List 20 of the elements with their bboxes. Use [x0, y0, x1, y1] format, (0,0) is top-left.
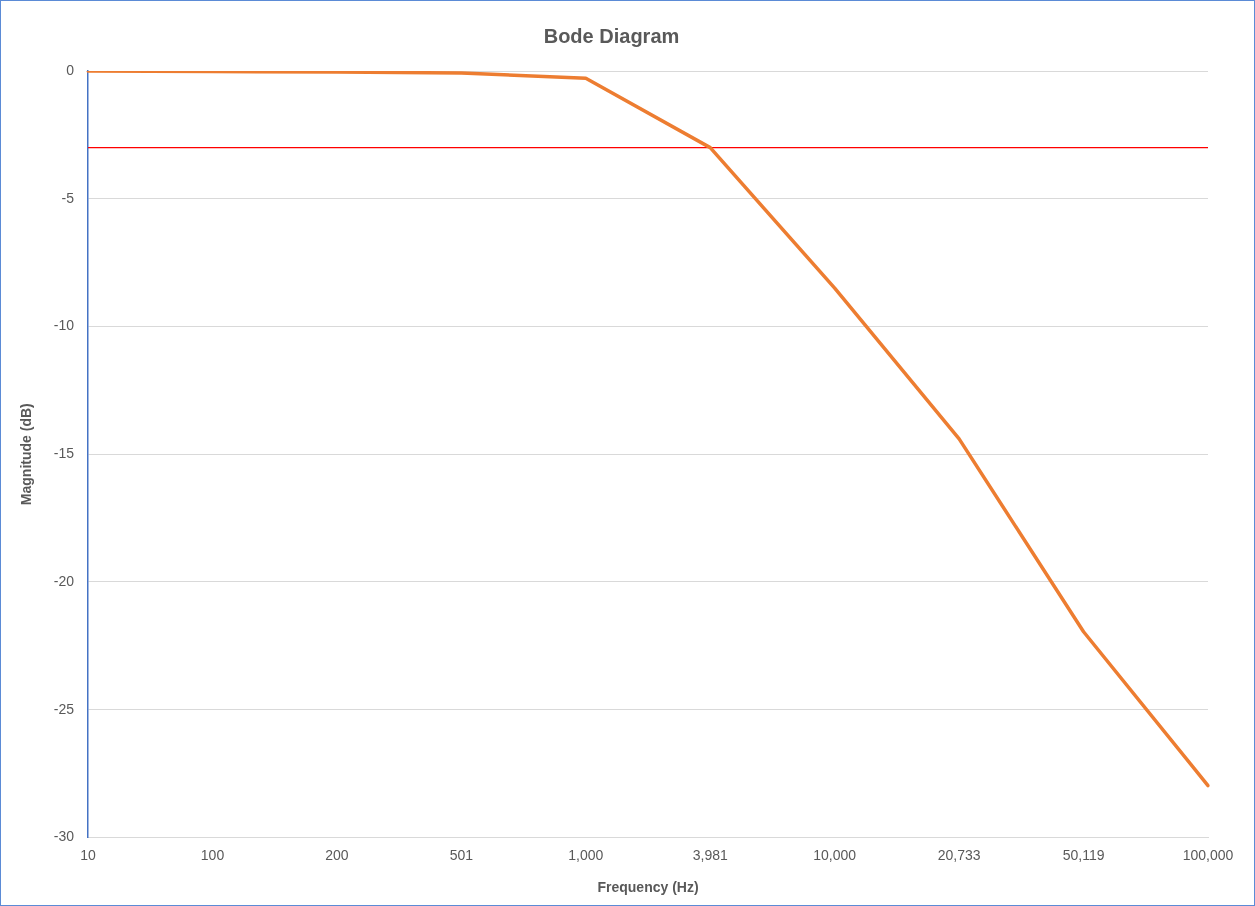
- x-tick-label: 20,733: [937, 846, 981, 863]
- x-tick-label: 50,119: [1062, 846, 1105, 863]
- x-tick-label: 3,981: [692, 846, 728, 863]
- y-tick-label: -25: [53, 700, 75, 717]
- y-tick-label: -10: [53, 317, 75, 334]
- x-tick-label: 100,000: [1182, 846, 1234, 863]
- x-tick-label: 1,000: [568, 846, 604, 863]
- y-tick-label: -5: [61, 189, 75, 206]
- y-tick-label: -15: [53, 445, 75, 462]
- x-tick-label: 501: [449, 846, 474, 863]
- x-tick-label: 10: [80, 846, 97, 863]
- x-tick-label: 100: [200, 846, 225, 863]
- x-tick-label: 10,000: [813, 846, 857, 863]
- y-tick-label: 0: [66, 61, 75, 78]
- x-tick-label: 200: [325, 846, 349, 863]
- x-axis-title: Frequency (Hz): [597, 879, 699, 896]
- y-tick-label: -30: [53, 828, 75, 845]
- y-tick-label: -20: [53, 572, 75, 589]
- chart-title: Bode Diagram: [543, 24, 680, 47]
- y-axis-title: Magnitude (dB): [18, 403, 35, 506]
